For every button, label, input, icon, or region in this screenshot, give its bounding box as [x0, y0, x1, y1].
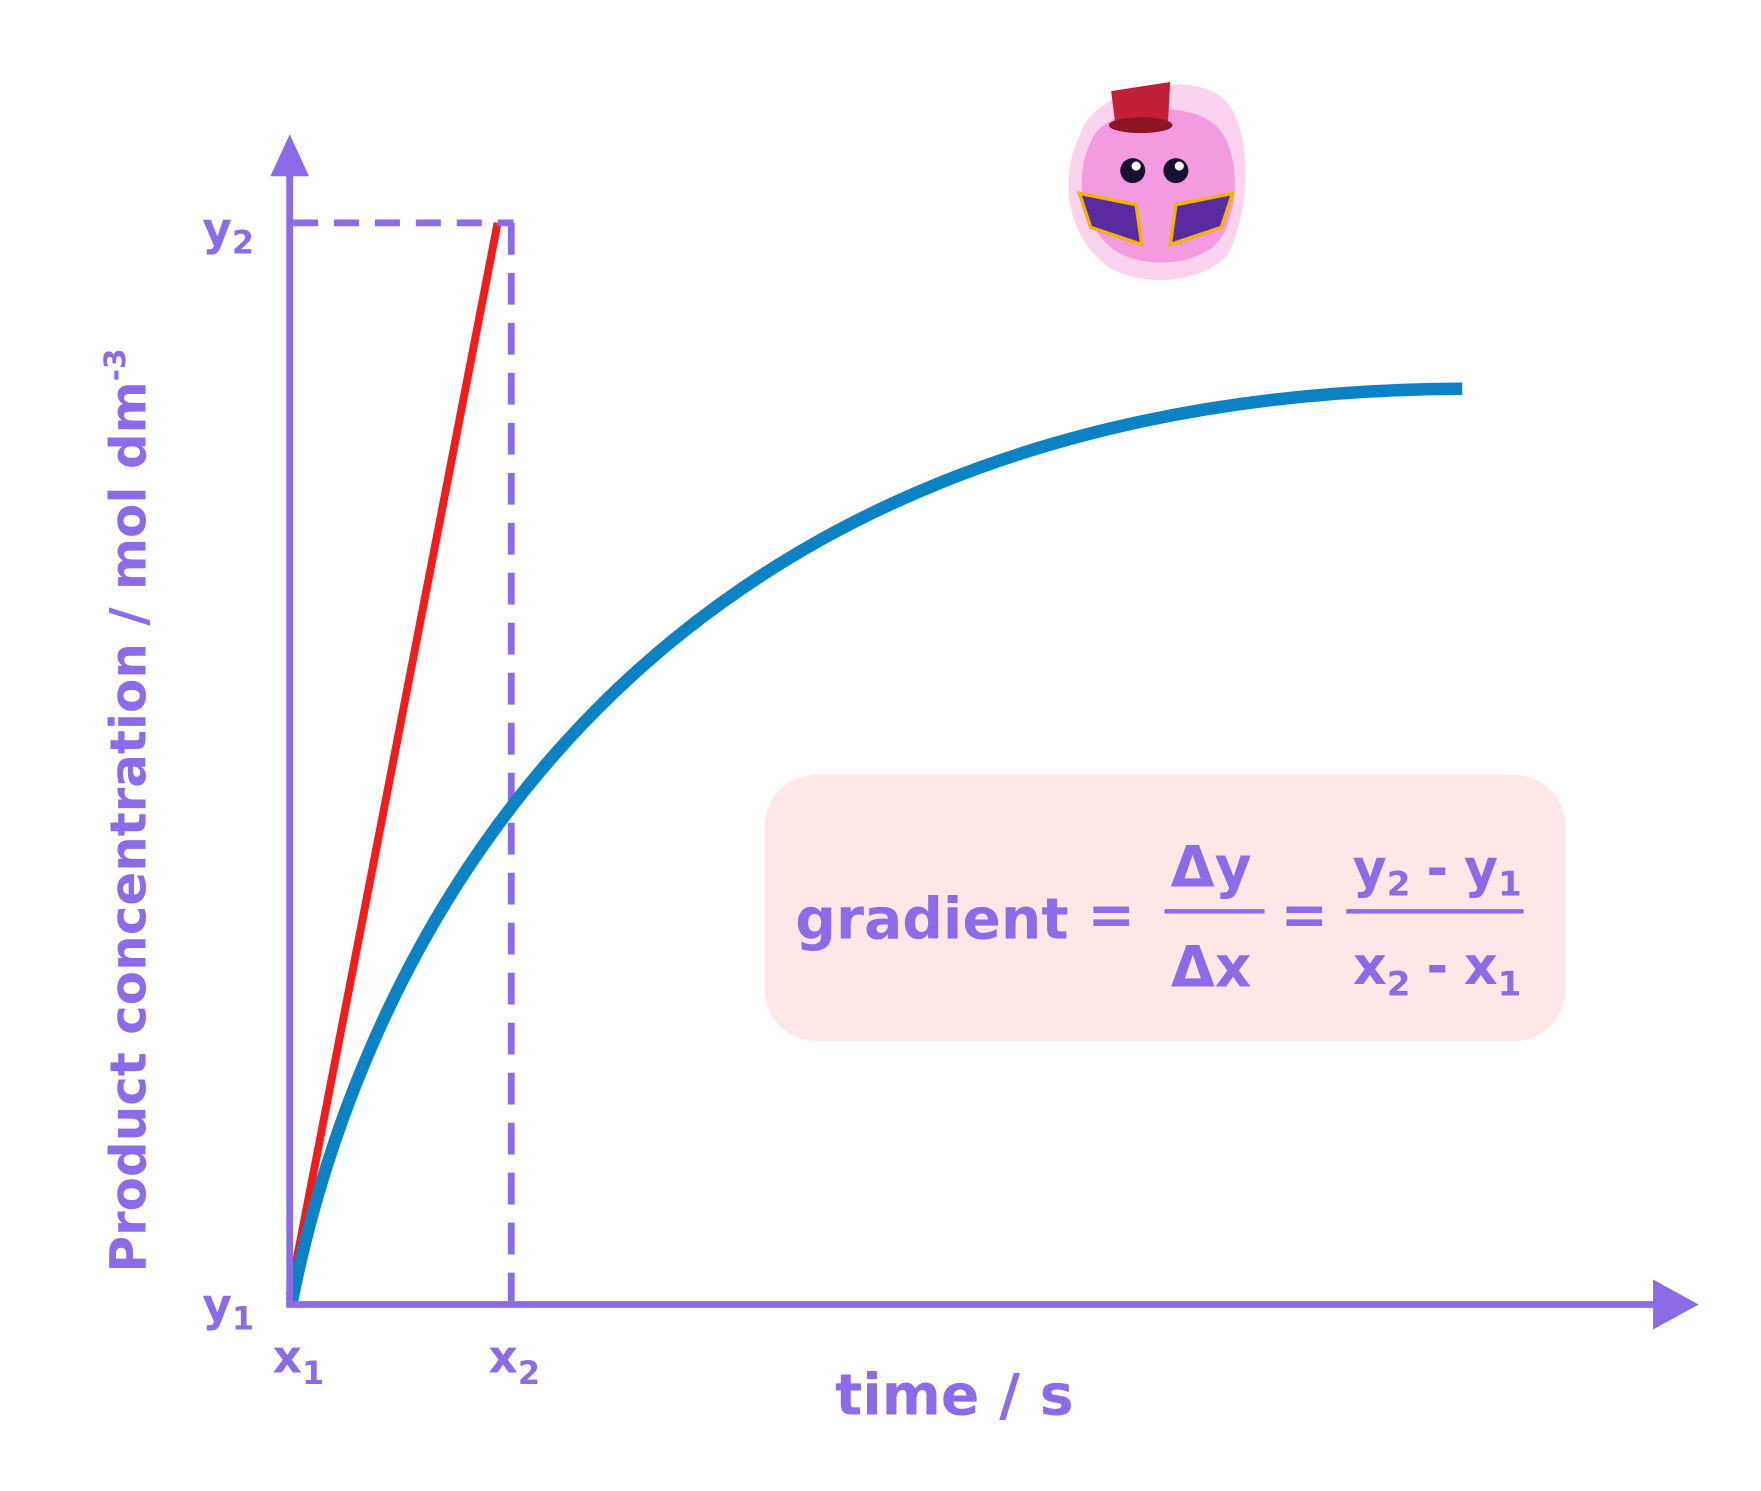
term-op: -: [1426, 838, 1448, 899]
y-axis-arrow: [270, 134, 310, 177]
y-axis-label-text: Product concentration / mol dm: [99, 381, 157, 1272]
term-base: x: [1353, 936, 1387, 997]
y-axis-label: Product concentration / mol dm-3: [98, 348, 157, 1272]
x-axis-arrow: [1653, 1279, 1699, 1330]
fraction-denominator: Δx: [1171, 934, 1252, 1000]
curve: [285, 382, 1463, 1303]
fraction-numerator: Δy: [1171, 834, 1252, 900]
tangent-line: [285, 222, 502, 1297]
label-sub: 2: [232, 224, 254, 262]
point-label: x2: [489, 1331, 540, 1392]
point-label: x1: [273, 1331, 324, 1392]
label-base: x: [273, 1331, 302, 1384]
term-sub: 2: [1387, 864, 1411, 904]
label-base: y: [202, 1278, 232, 1331]
x-axis-label: time / s: [835, 1363, 1073, 1429]
point-label: y1: [202, 1278, 254, 1337]
term-base: y: [1464, 838, 1498, 899]
label-sub: 2: [518, 1354, 540, 1392]
term-sub: 1: [1498, 864, 1522, 904]
label-base: y: [202, 202, 232, 255]
label-sub: 1: [302, 1354, 324, 1392]
term-sub: 2: [1387, 964, 1411, 1004]
term-sub: 1: [1498, 964, 1522, 1004]
formula-lhs: gradient: [795, 887, 1068, 953]
fraction-numerator: y2- y1: [1353, 838, 1522, 904]
formula-box: [764, 775, 1566, 1041]
term-base: x: [1464, 936, 1498, 997]
mascot: [1068, 82, 1246, 280]
formula-equals: =: [1087, 882, 1135, 948]
formula-equals: =: [1280, 882, 1328, 948]
fraction-denominator: x2- x1: [1353, 936, 1521, 1004]
y-axis-label-sup: -3: [98, 348, 132, 381]
term-base: y: [1353, 838, 1387, 899]
term-op: -: [1426, 936, 1448, 997]
point-label: y2: [202, 202, 254, 261]
label-sub: 1: [232, 1299, 254, 1337]
label-base: x: [489, 1331, 518, 1384]
